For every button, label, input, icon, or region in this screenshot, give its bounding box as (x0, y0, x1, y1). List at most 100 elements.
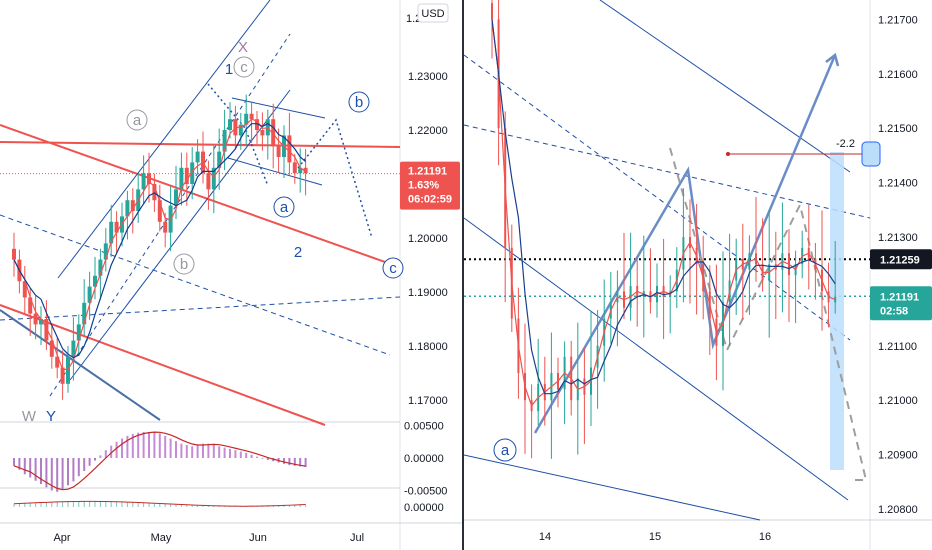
right-trendline-lower (463, 217, 849, 501)
left-candle-body (76, 324, 81, 341)
left-time-tick: Apr (53, 532, 70, 544)
left-price-tick-top: 1.2 (406, 13, 421, 25)
right-price-badge (870, 286, 932, 321)
right-grey-projection (669, 147, 868, 481)
left-candle-body (98, 259, 103, 276)
left-ma-slow (13, 123, 306, 359)
left-price-badge (400, 161, 460, 210)
right-price-tick: 1.21500 (878, 123, 918, 135)
left-candle-body (22, 281, 27, 298)
left-candle-body (109, 221, 114, 244)
left-wave-label: a (133, 112, 142, 129)
left-dashed-line-2 (0, 296, 401, 321)
right-projection-path (533, 54, 837, 434)
right-moving-averages (491, 19, 836, 407)
left-wave-circle (173, 253, 195, 275)
right-measure-box (830, 152, 844, 470)
left-candle-body (249, 113, 254, 120)
left-candle-body (244, 113, 249, 125)
left-candle-body (190, 162, 195, 184)
left-candle-body (228, 119, 232, 130)
currency-label: USD (421, 8, 444, 20)
right-wave-label: a (501, 442, 510, 459)
left-candle-body (114, 221, 119, 233)
right-level-badge (870, 249, 932, 270)
right-price-tick: 1.21000 (878, 395, 918, 407)
left-candle-body (222, 130, 227, 152)
left-wave-label: 2 (294, 244, 302, 261)
left-candle-body (44, 319, 49, 341)
right-projection-arrowhead (825, 52, 840, 67)
left-candle-body (260, 130, 265, 136)
left-flag-lower (227, 157, 323, 186)
right-price-tick: 1.21400 (878, 178, 918, 190)
left-candle-body (184, 167, 189, 184)
left-ma-fast (13, 118, 306, 370)
left-price-tick: 1.23000 (408, 71, 448, 83)
left-wave-circle (126, 109, 148, 131)
left-candle-body (292, 162, 297, 174)
right-price-tick: 1.20800 (878, 504, 918, 516)
right-price-tick: 1.21100 (878, 341, 917, 353)
right-dashed-line-1 (463, 54, 851, 341)
left-candle-body (174, 189, 178, 206)
left-candle-body (179, 167, 184, 190)
left-red-horizontal-line (0, 141, 401, 148)
left-candle-body (93, 275, 97, 287)
left-flag-upper (231, 97, 326, 119)
right-ma-fast (491, 19, 836, 407)
left-price-tick: 1.17000 (408, 395, 448, 407)
left-time-tick: Jun (249, 532, 267, 544)
left-candle-body (103, 243, 108, 260)
right-ma-slow (491, 19, 836, 395)
left-price-axis[interactable]: 1.170001.180001.190001.200001.210001.220… (53, 13, 460, 544)
left-candle-body (276, 146, 281, 157)
left-candle-body (206, 173, 211, 190)
right-price-axis[interactable]: 1.21700 1.21600 1.21500 1.21400 1.21300 1.212… (539, 14, 932, 543)
right-price-badge-value: 1.21191 (880, 291, 919, 303)
left-candle-body (238, 124, 243, 136)
left-candle-body (49, 340, 54, 357)
left-time-tick: Jul (350, 532, 364, 544)
left-wave-label: b (180, 256, 188, 273)
left-price-tick: 1.22000 (408, 125, 448, 137)
right-dashed-line-2 (463, 124, 871, 219)
right-price-tick: 1.20900 (878, 450, 918, 462)
left-wave-label: c (240, 59, 248, 76)
left-macd-signal (13, 431, 306, 491)
left-projection-path (297, 118, 373, 239)
left-candle-body (152, 184, 157, 201)
left-candle-body (125, 200, 130, 217)
left-channel-upper (57, 0, 271, 279)
left-candle-body (287, 135, 292, 163)
left-candle-body (157, 200, 162, 222)
left-candle-body (271, 119, 276, 147)
right-price-tick: 1.21700 (878, 14, 918, 26)
left-wave-label: c (389, 260, 397, 277)
right-measure-tag (861, 141, 881, 167)
left-macd (13, 431, 307, 492)
left-candle-body (265, 119, 270, 136)
right-candle-body (491, 3, 493, 20)
left-candle-body (147, 173, 151, 184)
right-panel[interactable] (464, 0, 932, 550)
left-candle-body (66, 356, 70, 384)
right-time-tick: 15 (649, 531, 661, 543)
left-candle-body (211, 167, 216, 190)
left-moving-averages (13, 118, 306, 370)
right-drawings[interactable]: -2.2 a (463, 0, 881, 521)
right-trendline-upper (599, 0, 851, 173)
left-wave-label: b (355, 94, 363, 111)
left-channel-lower (69, 89, 291, 381)
currency-badge[interactable]: USD (417, 3, 449, 23)
right-price-tick: 1.21300 (878, 232, 918, 244)
left-candle-body (255, 119, 259, 130)
right-time-tick: 16 (759, 531, 771, 543)
left-price-tick: 1.18000 (408, 341, 448, 353)
left-macd-tick: 0.00500 (404, 421, 444, 433)
left-time-tick: May (151, 532, 172, 544)
left-candle-body (303, 167, 308, 174)
left-price-tick: 1.20000 (408, 233, 448, 245)
